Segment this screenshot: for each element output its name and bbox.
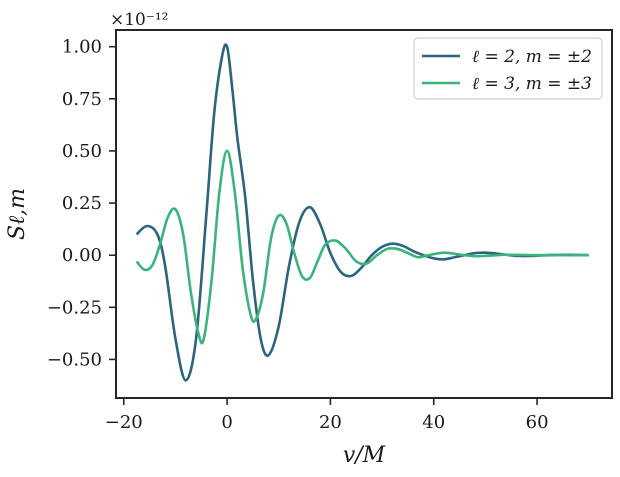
- y-tick-label: 0.50: [62, 141, 102, 162]
- y-offset-text: ×10⁻¹²: [110, 10, 168, 30]
- x-tick-label: −20: [105, 412, 143, 433]
- y-axis-label: Sℓ,m: [5, 188, 30, 240]
- legend-label-2: ℓ = 3, m = ±3: [472, 74, 592, 94]
- x-axis-label: v/M: [343, 443, 386, 468]
- plot-frame: [115, 29, 613, 399]
- y-tick-label: 1.00: [62, 37, 102, 58]
- y-tick-label: 0.00: [62, 245, 102, 266]
- y-tick-label: 0.25: [62, 193, 102, 214]
- axes-ticks: −20 0 20 40 60 −0.50 −0.25 0.00 0.25 0.50 0.75 1.00: [47, 37, 549, 433]
- series-line-2: [135, 149, 589, 345]
- x-tick-label: 60: [526, 412, 549, 433]
- x-tick-label: 40: [422, 412, 445, 433]
- x-tick-label: 20: [319, 412, 342, 433]
- legend-box: [413, 37, 603, 100]
- legend-label-1: ℓ = 2, m = ±2: [472, 47, 592, 67]
- y-tick-label: 0.75: [62, 89, 102, 110]
- y-tick-label: −0.50: [47, 349, 102, 370]
- legend: ℓ = 2, m = ±2 ℓ = 3, m = ±3: [413, 37, 603, 100]
- x-tick-label: 0: [221, 412, 232, 433]
- y-tick-label: −0.25: [47, 297, 102, 318]
- plot-lines: [135, 43, 589, 382]
